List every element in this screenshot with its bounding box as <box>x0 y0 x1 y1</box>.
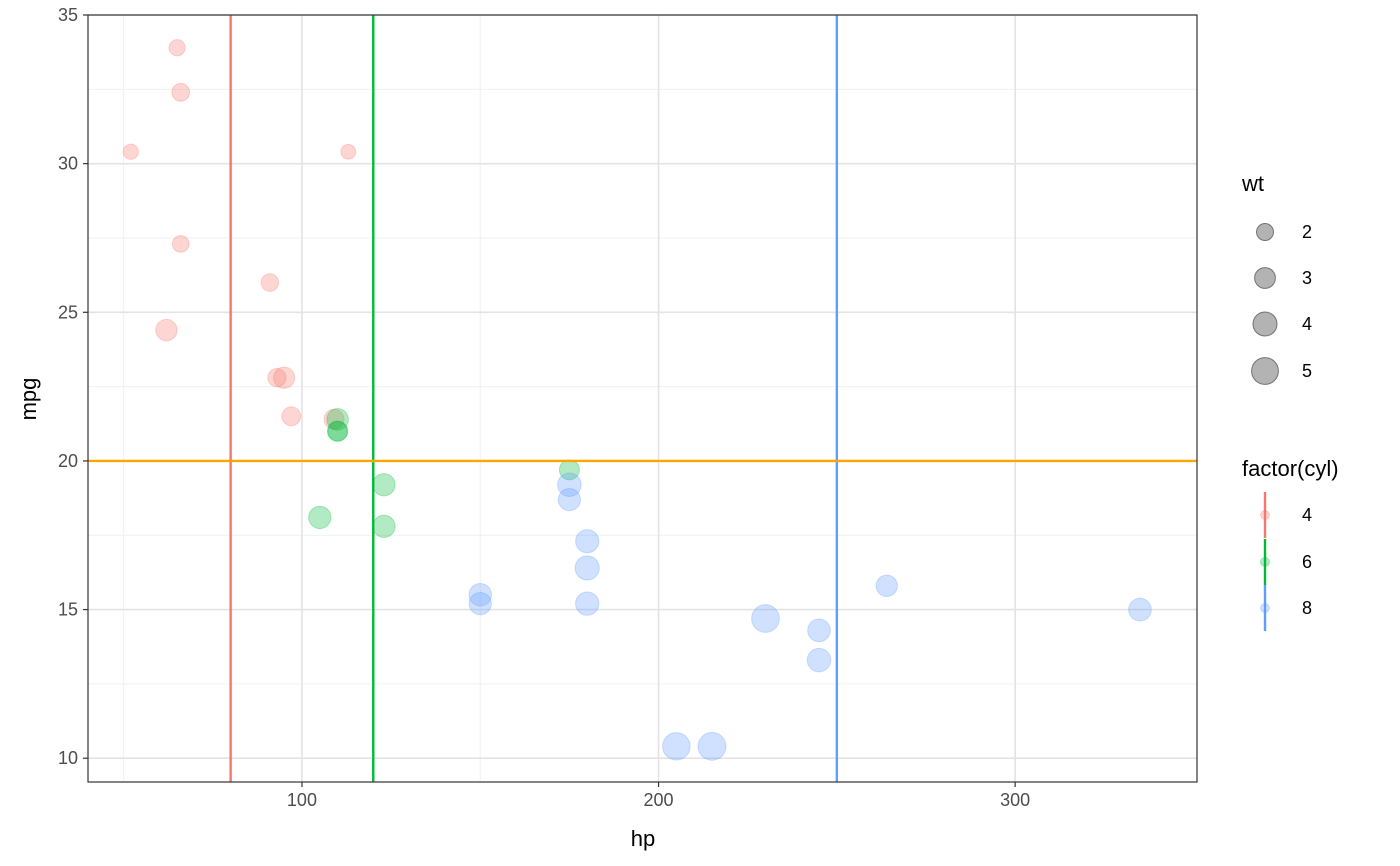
data-point-cyl8-7 <box>751 604 780 633</box>
x-tick-label-1: 200 <box>644 790 674 810</box>
size-legend-label-3: 3 <box>1302 268 1312 288</box>
y-tick-label-5: 35 <box>58 5 78 25</box>
y-tick-label-1: 15 <box>58 600 78 620</box>
x-axis-title: hp <box>631 826 655 851</box>
data-point-cyl8-13 <box>1128 597 1152 622</box>
size-legend-label-4: 4 <box>1302 314 1312 334</box>
size-legend-key-3 <box>1254 267 1276 289</box>
data-point-cyl6-3 <box>308 505 332 530</box>
data-point-cyl8-5 <box>662 732 691 761</box>
data-point-cyl6-0 <box>327 420 348 442</box>
data-point-cyl4-7 <box>171 235 190 253</box>
color-legend-key-4 <box>1260 510 1270 520</box>
plot-panel <box>88 15 1197 782</box>
size-legend-key-4 <box>1252 311 1278 337</box>
size-legend-key-2 <box>1256 223 1274 241</box>
data-point-cyl6-2 <box>326 408 349 431</box>
data-point-cyl8-4 <box>575 591 600 616</box>
data-point-cyl4-3 <box>171 82 191 102</box>
data-point-cyl4-0 <box>267 368 287 388</box>
color-legend-key-6 <box>1260 557 1270 567</box>
data-point-cyl4-10 <box>323 408 345 430</box>
data-point-cyl8-3 <box>575 529 600 554</box>
x-tick-label-0: 100 <box>287 790 317 810</box>
data-point-cyl4-2 <box>272 366 296 389</box>
x-tick-label-2: 300 <box>1000 790 1030 810</box>
y-tick-label-3: 25 <box>58 302 78 322</box>
axis-ticks: 100 200 300 10 15 20 25 30 35 <box>58 5 1030 810</box>
color-legend: factor(cyl) 4 6 8 <box>1242 456 1339 631</box>
data-point-cyl4-1 <box>155 318 178 342</box>
data-point-cyl8-6 <box>697 731 727 761</box>
size-legend: wt 2 3 4 5 <box>1241 171 1312 385</box>
data-point-cyl4-8 <box>260 273 280 292</box>
data-point-cyl8-9 <box>468 592 492 616</box>
y-tick-label-4: 30 <box>58 154 78 174</box>
size-legend-title: wt <box>1241 171 1264 196</box>
color-legend-title: factor(cyl) <box>1242 456 1339 481</box>
data-point-cyl8-8 <box>468 582 493 607</box>
color-legend-label-4: 4 <box>1302 505 1312 525</box>
y-tick-label-0: 10 <box>58 748 78 768</box>
data-point-cyl4-9 <box>340 143 357 160</box>
data-point-cyl4-6 <box>281 406 302 427</box>
data-point-cyl4-5 <box>168 39 186 57</box>
panel-background <box>88 15 1197 782</box>
data-point-cyl8-12 <box>875 574 898 597</box>
y-axis-title: mpg <box>16 378 41 421</box>
reference-lines <box>88 15 1197 782</box>
data-point-cyl8-2 <box>574 555 600 581</box>
data-point-cyl8-1 <box>807 618 831 643</box>
data-point-cyl8-10 <box>806 647 832 673</box>
data-point-cyl6-4 <box>372 473 396 497</box>
data-point-cyl6-5 <box>372 514 396 538</box>
data-point-cyl8-0 <box>557 487 582 512</box>
size-legend-key-5 <box>1251 357 1279 385</box>
panel-border <box>87 14 1198 783</box>
size-legend-label-5: 5 <box>1302 361 1312 381</box>
data-point-cyl6-1 <box>326 420 349 442</box>
y-tick-label-2: 20 <box>58 451 78 471</box>
color-legend-label-6: 6 <box>1302 552 1312 572</box>
color-legend-key-8 <box>1260 603 1270 613</box>
panel-frame <box>87 14 1198 783</box>
data-point-cyl8-11 <box>557 472 582 497</box>
size-legend-label-2: 2 <box>1302 222 1312 242</box>
data-point-cyl4-4 <box>122 143 139 160</box>
data-points <box>122 39 1152 761</box>
color-legend-label-8: 8 <box>1302 598 1312 618</box>
